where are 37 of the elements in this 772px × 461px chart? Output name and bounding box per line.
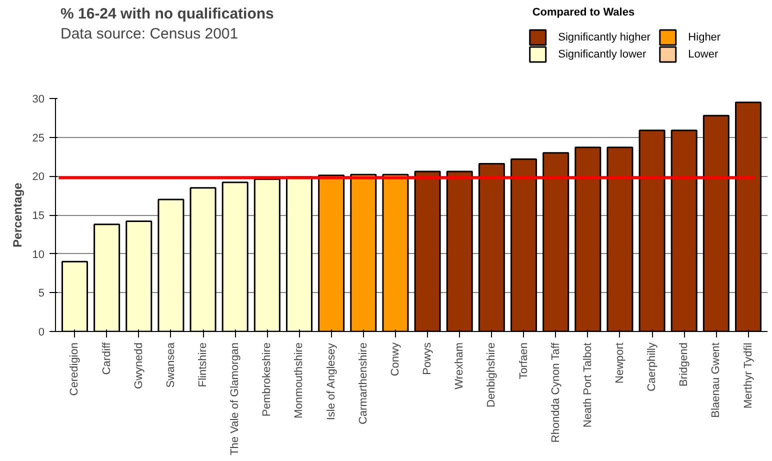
y-tick-label: 10 [32, 248, 45, 261]
x-tick-label: Newport [614, 342, 626, 384]
y-tick-label: 25 [32, 132, 45, 144]
legend-label: Significantly lower [558, 48, 647, 60]
y-tick-label: 15 [32, 210, 45, 222]
legend-label: Significantly higher [558, 32, 651, 44]
x-tick-label: Isle of Anglesey [325, 342, 338, 420]
x-tick-label: Merthyr Tydfil [742, 342, 754, 409]
x-tick-label: Denbighshire [486, 342, 498, 408]
y-axis-title: Percentage [10, 182, 24, 248]
chart-subtitle: Data source: Census 2001 [60, 26, 238, 42]
x-tick-label: Bridgend [678, 342, 690, 387]
legend-title: Compared to Wales [532, 6, 635, 18]
y-tick-label: 30 [32, 94, 45, 106]
x-tick-label: The Vale of Glamorgan [229, 342, 242, 456]
x-tick-label: Powys [422, 342, 434, 375]
x-tick-label: Carmarthenshire [357, 342, 370, 424]
x-tick-label: Wrexham [454, 342, 466, 390]
x-tick-label: Pembrokeshire [261, 342, 274, 416]
x-tick-label: Gwynedd [132, 342, 145, 389]
x-tick-label: Neath Port Talbot [582, 342, 594, 428]
y-tick-label: 5 [38, 288, 45, 300]
x-tick-label: Cardiff [100, 342, 113, 375]
x-tick-label: Ceredigion [68, 342, 81, 396]
x-tick-label: Torfaen [518, 342, 530, 380]
x-tick-label: Conwy [389, 342, 402, 376]
x-tick-label: Rhondda Cynon Taff [550, 342, 562, 443]
y-tick-label: 20 [32, 171, 45, 184]
x-tick-label: Blaenau Gwent [710, 342, 722, 418]
chart-title: % 16-24 with no qualifications [60, 6, 274, 22]
x-tick-label: Swansea [164, 342, 177, 388]
x-tick-label: Caerphilly [646, 342, 658, 392]
legend-label: Higher [688, 32, 721, 44]
legend-label: Lower [688, 48, 718, 60]
x-tick-label: Flintshire [197, 342, 210, 388]
x-tick-label: Monmouthshire [293, 342, 306, 418]
y-tick-label: 0 [38, 326, 45, 338]
